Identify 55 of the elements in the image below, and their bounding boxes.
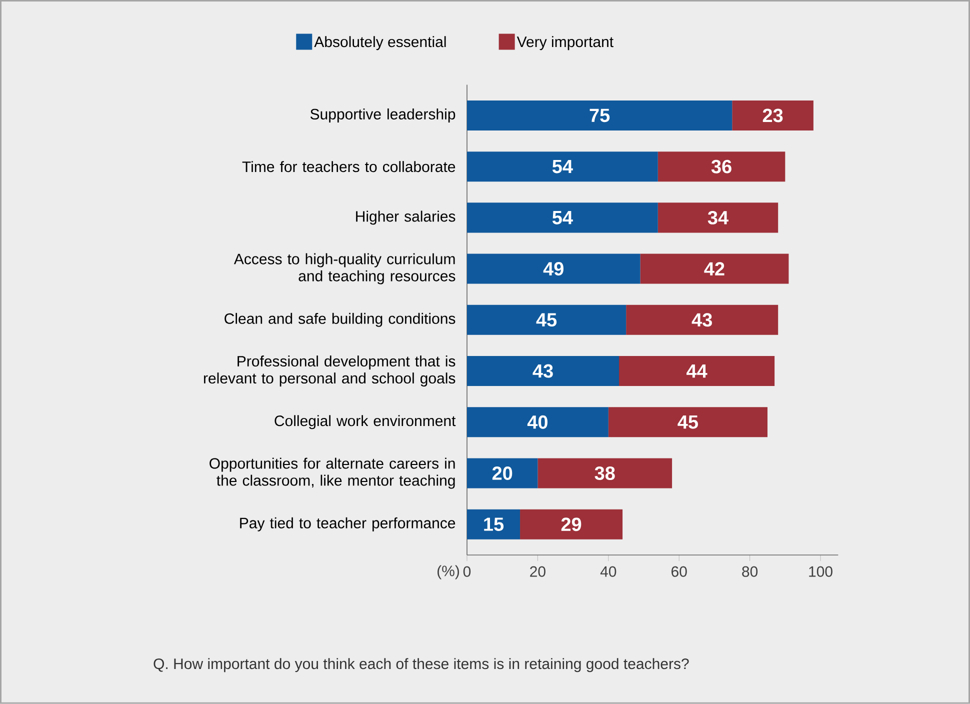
bar — [640, 254, 789, 284]
data-label: 23 — [762, 108, 783, 122]
x-tick-label: 80 — [742, 566, 758, 577]
y-tick-label: Professional development that is relevant to personal and school goals — [204, 356, 456, 387]
data-label: 34 — [708, 211, 728, 224]
data-label: 38 — [594, 466, 615, 480]
data-label: 42 — [704, 262, 724, 276]
bar — [608, 407, 768, 438]
bar — [658, 152, 786, 182]
bar — [658, 202, 778, 233]
data-label: 44 — [686, 364, 708, 378]
bar — [538, 458, 672, 488]
y-tick-label: Collegial work environment — [274, 415, 456, 430]
bar — [626, 304, 778, 335]
bar — [466, 407, 608, 438]
data-label: 40 — [527, 415, 548, 429]
x-tick-label: 40 — [600, 566, 616, 577]
data-label: 45 — [678, 416, 698, 429]
bar — [732, 100, 814, 131]
text: Q. How important do you think each of these items is in retaining good teachers? — [154, 658, 689, 672]
y-tick-label: Pay tied to teacher performance — [240, 517, 456, 532]
data-label: 45 — [536, 313, 557, 327]
bar — [466, 304, 626, 335]
legend-label: Absolutely essential — [314, 36, 446, 50]
data-label: 75 — [590, 108, 610, 122]
bar — [466, 202, 658, 233]
data-label: 49 — [543, 262, 564, 276]
x-tick-label: 60 — [672, 566, 687, 577]
bar — [466, 100, 732, 131]
data-label: 20 — [492, 466, 512, 480]
data-label: 36 — [711, 160, 732, 174]
data-label: 43 — [692, 313, 712, 327]
x-tick-label: 0 — [463, 566, 471, 577]
legend-label: Very important — [516, 36, 614, 50]
y-tick-label: Access to high-quality curriculum and teaching resources — [234, 253, 456, 284]
data-label: 29 — [561, 518, 582, 532]
data-label: 15 — [484, 518, 504, 532]
bar — [466, 152, 658, 182]
bar — [466, 254, 640, 284]
data-label: 54 — [552, 211, 573, 224]
y-tick-label: Time for teachers to collaborate — [242, 161, 456, 172]
data-label: 54 — [552, 160, 573, 174]
data-label: 43 — [532, 364, 553, 378]
y-tick-label: Opportunities for alternate careers in the classroom, like mentor teaching — [210, 458, 455, 489]
bar — [466, 509, 520, 540]
bar — [619, 356, 775, 386]
y-tick-label: Higher salaries — [356, 210, 456, 225]
bar — [466, 356, 620, 386]
x-axis-title: (%) — [438, 565, 459, 580]
x-tick-label: 100 — [809, 566, 832, 577]
x-tick-label: 20 — [530, 566, 546, 577]
bar — [520, 509, 623, 540]
bar — [466, 458, 538, 488]
y-tick-label: Clean and safe building conditions — [224, 312, 456, 327]
y-tick-label: Supportive leadership — [310, 108, 456, 123]
